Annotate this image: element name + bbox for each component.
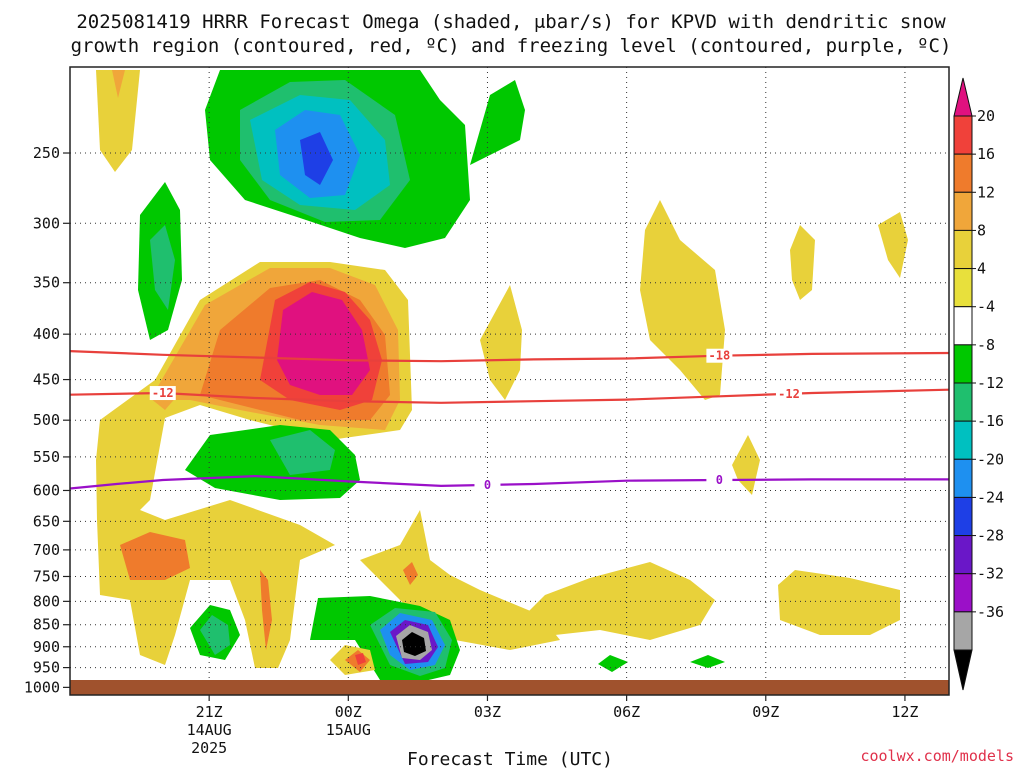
colorbar-segment <box>953 611 973 651</box>
y-tick-label: 400 <box>33 325 60 343</box>
y-tick-label: 450 <box>33 371 60 389</box>
colorbar-segment <box>953 458 973 498</box>
omega-shading <box>96 70 908 682</box>
colorbar-segment <box>953 382 973 422</box>
x-tick-label: 21Z <box>196 703 223 721</box>
colorbar-label: -12 <box>977 374 1004 392</box>
x-tick-label: 12Z <box>891 703 918 721</box>
colorbar: 20 16 12 8 4 -4 -8 -12 -16 -20 -24 -28 -32 -36 <box>953 77 1004 691</box>
contour-label-bg <box>775 386 802 401</box>
colorbar-segment <box>953 573 973 613</box>
ground-strip <box>70 680 949 695</box>
colorbar-label: -8 <box>977 336 995 354</box>
colorbar-label: -28 <box>977 527 1004 545</box>
x-axis-label: Forecast Time (UTC) <box>407 749 613 768</box>
contour-snow-12 <box>70 388 949 404</box>
colorbar-segment <box>953 306 973 346</box>
contour-label: -12 <box>152 386 174 400</box>
contour-label: 0 <box>484 478 491 492</box>
x-tick-sublabel: 15AUG <box>326 721 371 739</box>
y-tick-label: 1000 <box>24 678 60 696</box>
colorbar-bottom-tip <box>953 649 973 691</box>
x-tick-label: 09Z <box>752 703 779 721</box>
colorbar-label: 20 <box>977 107 995 125</box>
colorbar-segment <box>953 229 973 270</box>
colorbar-label: -32 <box>977 565 1004 583</box>
colorbar-label: -24 <box>977 488 1004 506</box>
contour-label-bg <box>706 348 733 363</box>
y-tick-label: 350 <box>33 274 60 292</box>
y-tick-label: 500 <box>33 411 60 429</box>
colorbar-label: -20 <box>977 450 1004 468</box>
colorbar-label: 12 <box>977 183 995 201</box>
contour-label: 0 <box>716 473 723 487</box>
x-tick-sublabel: 2025 <box>191 739 227 757</box>
y-tick-label: 700 <box>33 541 60 559</box>
colorbar-label: 8 <box>977 221 986 239</box>
contour-label-bg <box>474 477 501 492</box>
x-tick-label: 00Z <box>335 703 362 721</box>
colorbar-segment <box>953 420 973 460</box>
y-tick-label: 600 <box>33 481 60 499</box>
colorbar-segment <box>953 535 973 575</box>
colorbar-label: -4 <box>977 298 995 316</box>
chart-subtitle: growth region (contoured, red, ºC) and f… <box>71 35 952 57</box>
y-tick-label: 850 <box>33 616 60 634</box>
colorbar-top-tip <box>953 77 973 117</box>
colorbar-label: 16 <box>977 145 995 163</box>
colorbar-segment <box>953 191 973 231</box>
chart-title: 2025081419 HRRR Forecast Omega (shaded, … <box>76 11 946 33</box>
colorbar-label: 4 <box>977 260 986 278</box>
y-tick-label: 950 <box>33 659 60 677</box>
y-tick-label: 800 <box>33 592 60 610</box>
colorbar-label: -36 <box>977 603 1004 621</box>
colorbar-segment <box>953 496 973 537</box>
y-tick-label: 900 <box>33 638 60 656</box>
contour-label-bg <box>149 386 176 401</box>
contours: -18 -12 -12 0 0 <box>70 348 949 492</box>
colorbar-segment <box>953 344 973 384</box>
contour-snow-18 <box>70 350 949 363</box>
x-tick-label: 06Z <box>613 703 640 721</box>
contour-label-bg <box>706 473 733 488</box>
colorbar-label: -16 <box>977 412 1004 430</box>
colorbar-segment <box>953 268 973 308</box>
y-tick-label: 650 <box>33 512 60 530</box>
x-tick-label: 03Z <box>474 703 501 721</box>
x-tick-sublabel: 14AUG <box>187 721 232 739</box>
y-tick-label: 750 <box>33 567 60 585</box>
colorbar-segment <box>953 153 973 193</box>
y-tick-label: 550 <box>33 448 60 466</box>
y-tick-label: 250 <box>33 144 60 162</box>
credit-text: coolwx.com/models <box>860 747 1014 765</box>
colorbar-segment <box>953 115 973 155</box>
plot-frame <box>69 66 950 696</box>
y-axis: 250 300 350 400 450 500 550 600 650 700 750 800 850 9… <box>24 144 70 696</box>
contour-label: -18 <box>709 349 731 363</box>
y-tick-label: 300 <box>33 214 60 232</box>
contour-freezing-0 <box>70 474 949 490</box>
contour-label: -12 <box>778 387 800 401</box>
